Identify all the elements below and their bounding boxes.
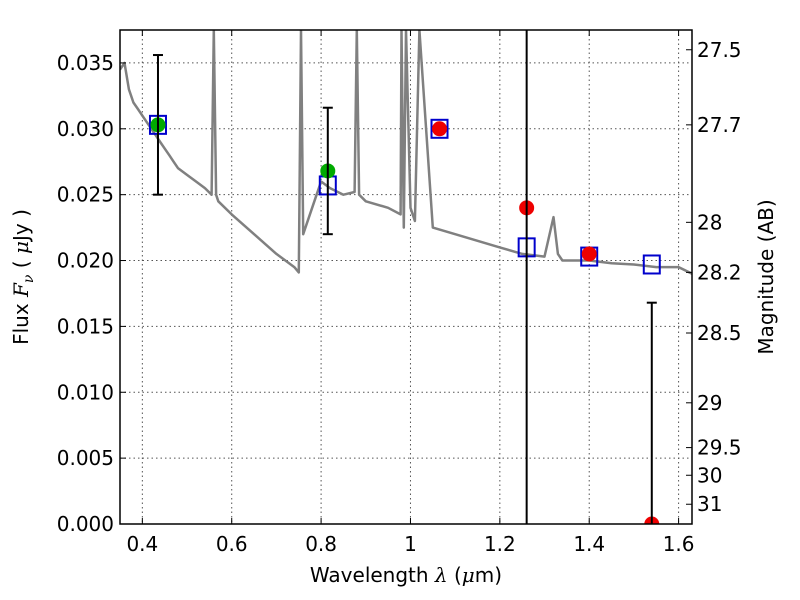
mag-tick-label: 31 — [697, 492, 722, 516]
x-tick-label: 1.2 — [484, 532, 516, 556]
mag-tick-label: 28 — [697, 210, 722, 234]
model-square-marker — [430, 118, 449, 139]
mag-tick-label: 27.7 — [697, 113, 742, 137]
y-tick-label: 0.010 — [57, 380, 114, 404]
x-tick-label: 0.8 — [305, 532, 337, 556]
y-tick-label: 0.035 — [57, 51, 114, 75]
right-axis-label: Magnitude (AB) — [754, 199, 778, 354]
x-axis-label: Wavelength λ (μm) — [310, 563, 502, 587]
y-axis-label: Flux Fν ( μJy ) — [9, 209, 37, 345]
tick-marks — [120, 30, 692, 525]
mag-tick-label: 29 — [697, 391, 722, 415]
x-tick-label: 1.6 — [663, 532, 695, 556]
y-tick-label: 0.005 — [57, 446, 114, 470]
mag-tick-label: 28.2 — [697, 260, 742, 284]
y-tick-label: 0.025 — [57, 183, 114, 207]
flux-circle-marker — [432, 121, 448, 137]
mag-tick-label: 28.5 — [697, 321, 742, 345]
spectrum-line — [120, 30, 692, 275]
y-tick-label: 0.020 — [57, 249, 114, 273]
plot-frame — [119, 29, 693, 525]
flux-circle-marker — [581, 246, 597, 262]
model-square-marker — [642, 254, 661, 275]
x-tick-label: 1.4 — [573, 532, 605, 556]
x-tick-label: 0.6 — [216, 532, 248, 556]
tick-labels: 0.4 0.6 0.8 1 1.2 1.4 1.6 0.000 0.005 0.010 0.015 0… — [57, 38, 742, 556]
errorbar-layer — [152, 30, 657, 524]
y-tick-label: 0.000 — [57, 512, 114, 536]
x-tick-label: 1 — [404, 532, 417, 556]
x-tick-label: 0.4 — [126, 532, 158, 556]
mag-tick-label: 29.5 — [697, 436, 742, 460]
mag-tick-label: 30 — [697, 463, 722, 487]
y-tick-label: 0.030 — [57, 117, 114, 141]
mag-tick-label: 27.5 — [697, 38, 742, 62]
y-tick-label: 0.015 — [57, 314, 114, 338]
